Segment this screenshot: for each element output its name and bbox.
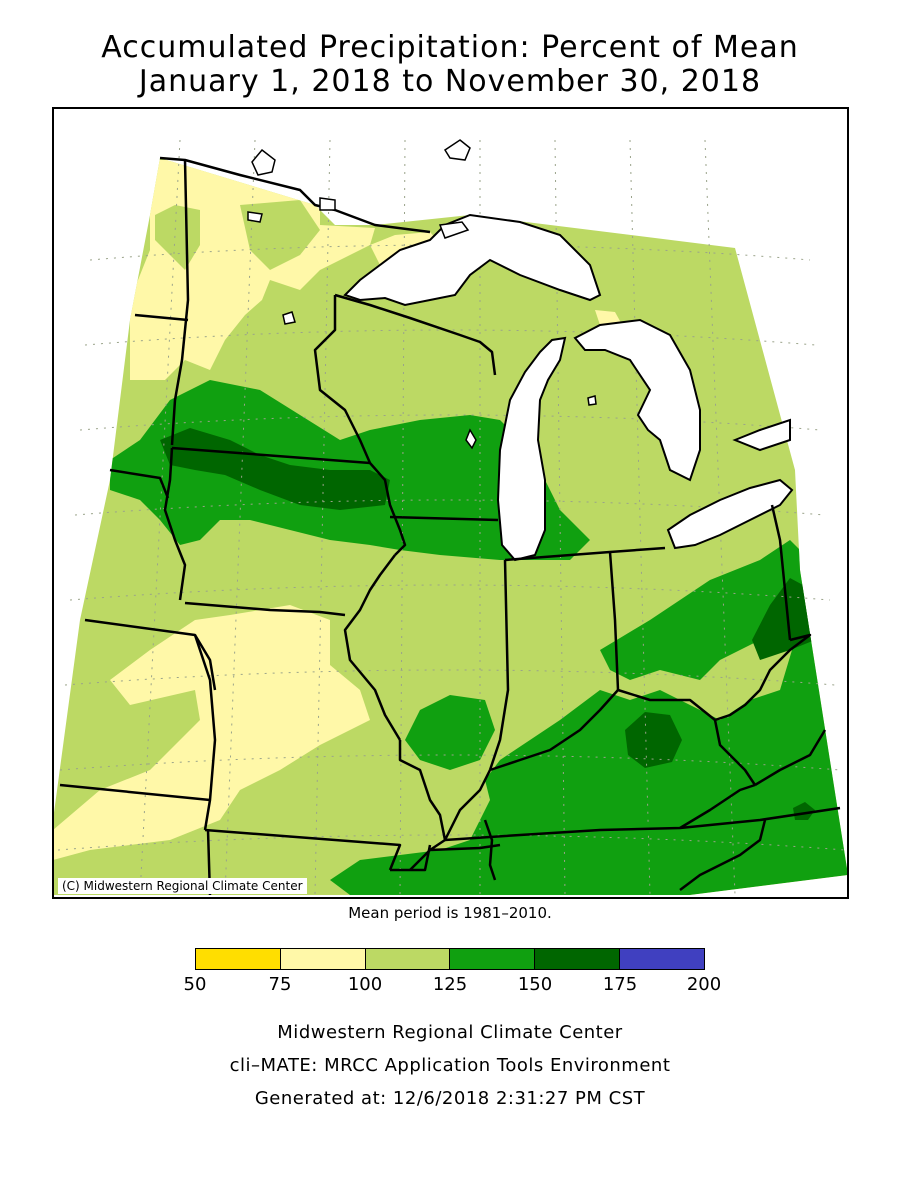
color-legend <box>195 948 705 970</box>
border-wi-mi-up <box>334 293 497 376</box>
legend-tick: 100 <box>347 974 383 995</box>
lake-ontario-edge <box>732 418 791 452</box>
great-lakes <box>343 213 794 562</box>
border-il-in <box>488 559 510 771</box>
border-sd-ia <box>163 447 187 601</box>
legend-tick: 175 <box>602 974 638 995</box>
legend-swatch-175-200 <box>620 949 704 969</box>
legend-swatch-100-125 <box>365 949 451 969</box>
border-in-mi <box>504 550 611 562</box>
legend-tick: 150 <box>517 974 553 995</box>
border-us-canada <box>159 156 431 234</box>
border-mo-west <box>193 634 217 831</box>
border-ks-ok <box>59 783 211 802</box>
state-borders <box>59 156 841 896</box>
lake-erie <box>666 478 794 550</box>
border-ky-tn <box>444 806 841 842</box>
border-wi-il <box>389 515 499 522</box>
lake-huron <box>573 318 701 482</box>
border-nd-sd <box>134 313 189 322</box>
credit-tool: cli–MATE: MRCC Application Tools Environ… <box>229 1055 671 1076</box>
zone-100-125-mn-interior <box>155 205 200 270</box>
border-tn-va-nc <box>679 819 767 891</box>
border-ia-il <box>343 554 402 741</box>
lake-michigan <box>496 336 567 562</box>
border-ky-wv <box>713 719 757 786</box>
zone-125-150-ohio-valley <box>330 540 848 895</box>
zone-75-100-western-ia <box>53 605 370 860</box>
border-sd-ne <box>109 468 170 499</box>
legend-swatch-50-75 <box>196 949 281 969</box>
border-oh-mi <box>609 546 666 554</box>
border-tn-ms <box>429 843 501 852</box>
credit-generated: Generated at: 12/6/2018 2:31:27 PM CST <box>254 1088 646 1109</box>
border-ne-ks <box>84 618 217 691</box>
zone-150-175-mn-ia-border <box>160 428 390 510</box>
border-oh-pa <box>770 504 792 641</box>
border-il-mo-river <box>398 740 447 871</box>
legend-swatch-125-150 <box>450 949 536 969</box>
legend-swatch-75-100 <box>280 949 366 969</box>
border-mn-ia <box>171 446 371 465</box>
map-title: Accumulated Precipitation: Percent of Me… <box>101 30 799 65</box>
border-wv-va <box>754 729 827 787</box>
legend-tick: 50 <box>183 974 207 995</box>
legend-ticks: 50 75 100 125 150 175 200 <box>0 974 900 998</box>
legend-tick: 125 <box>432 974 468 995</box>
border-ms-river <box>483 819 497 881</box>
map-frame <box>52 107 849 899</box>
map-date-range: January 1, 2018 to November 30, 2018 <box>138 64 762 99</box>
legend-tick: 200 <box>686 974 722 995</box>
copyright-label: (C) Midwestern Regional Climate Center <box>58 878 307 894</box>
zone-150-175-kentucky <box>625 712 682 768</box>
border-ia-mo <box>184 601 346 617</box>
legend-tick: 75 <box>268 974 292 995</box>
border-in-oh <box>608 551 620 691</box>
credit-org: Midwestern Regional Climate Center <box>277 1022 623 1043</box>
zone-125-150-southern-il <box>405 695 495 770</box>
border-mn-nd <box>170 159 190 446</box>
zone-150-175-wv-spot <box>793 802 815 820</box>
islands <box>247 139 597 450</box>
zone-150-175-ohio-east <box>752 578 815 660</box>
border-ky-va <box>679 783 756 830</box>
border-in-ky-river <box>489 688 716 772</box>
border-oh-wv <box>714 633 812 722</box>
lake-superior <box>343 213 602 307</box>
legend-swatch-150-175 <box>535 949 621 969</box>
border-il-ky <box>443 769 492 841</box>
border-mo-ar <box>204 828 402 871</box>
border-mn-wi <box>313 295 407 556</box>
mean-period-note: Mean period is 1981–2010. <box>348 904 552 922</box>
